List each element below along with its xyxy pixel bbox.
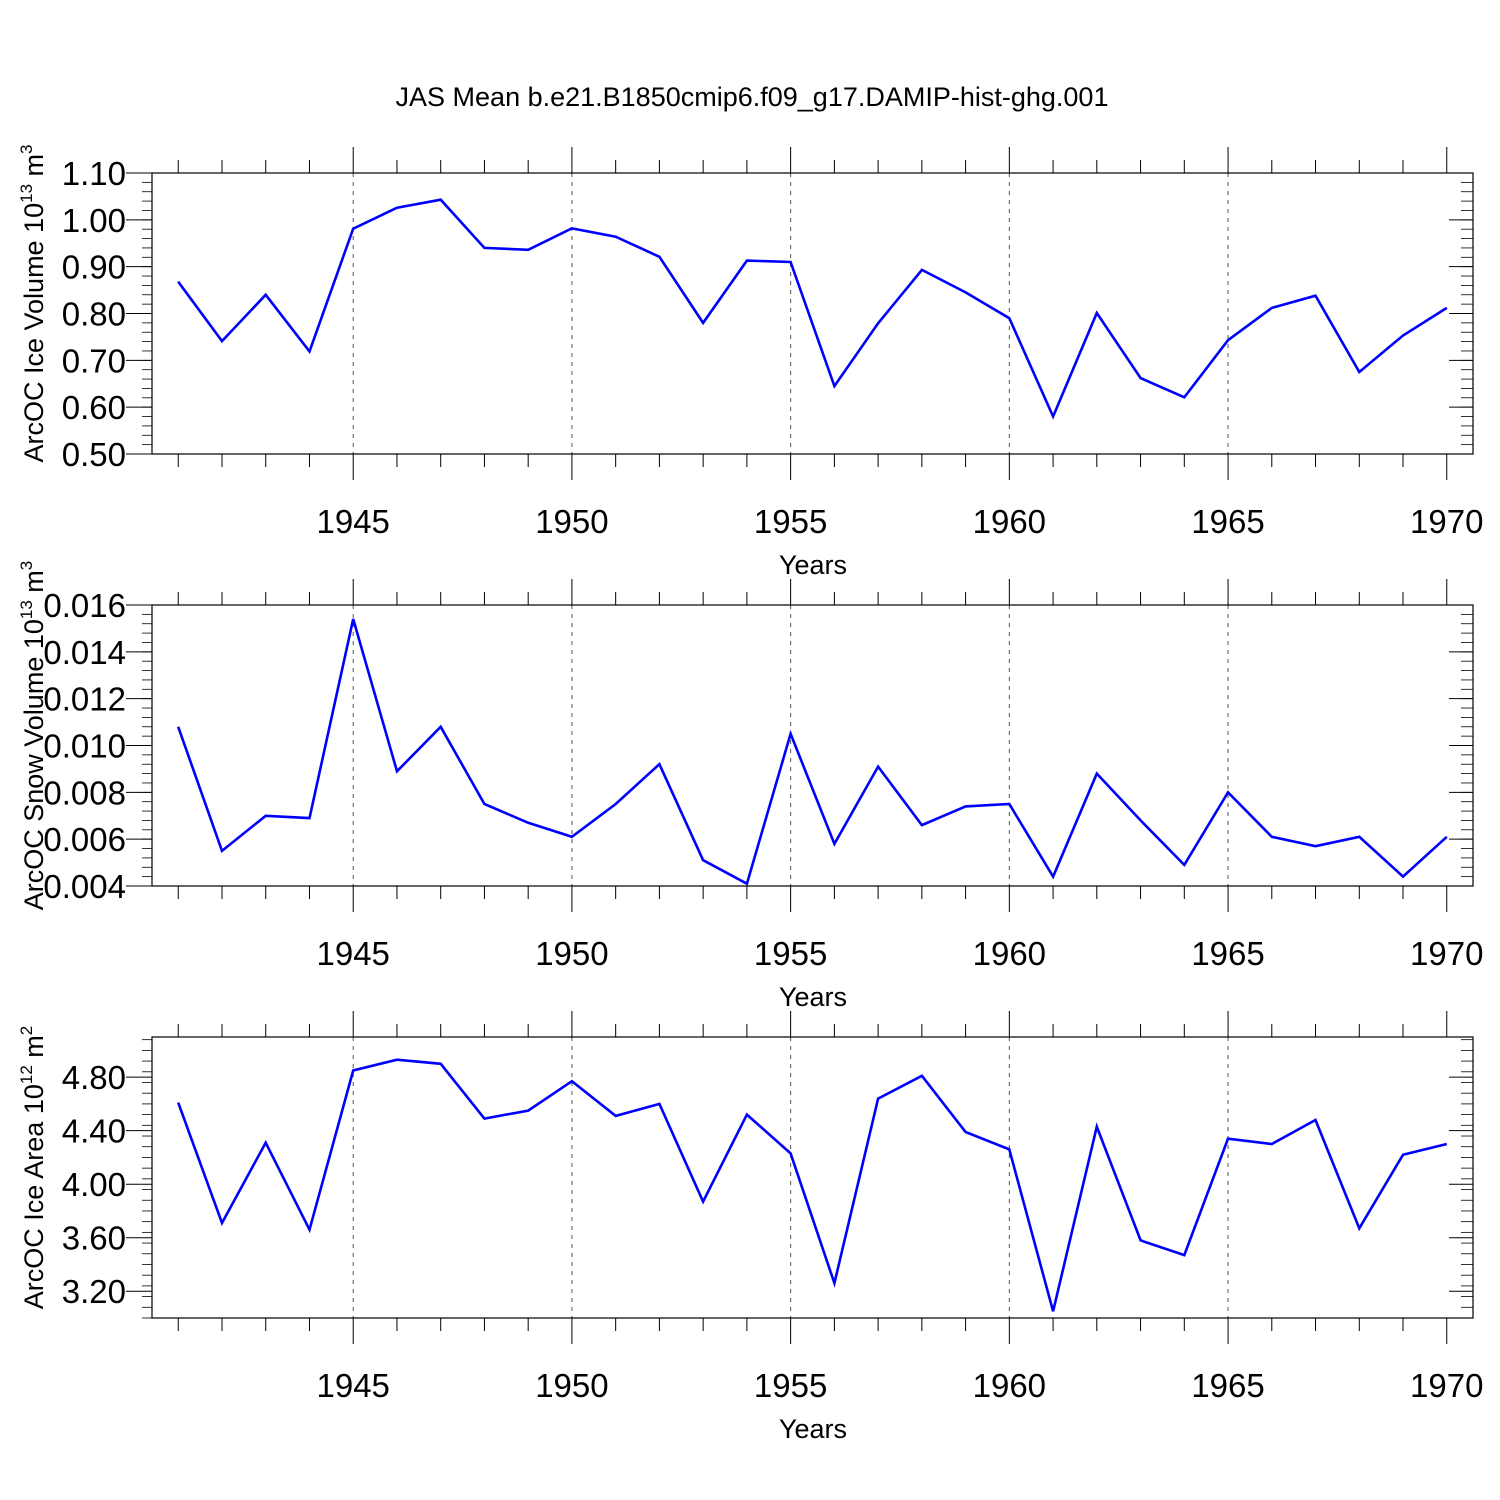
snow-volume-y-tick-label: 0.008: [43, 774, 126, 811]
snow-volume-y-tick-label: 0.016: [43, 587, 126, 624]
ice-area-x-tick-label: 1950: [535, 1367, 608, 1404]
ice-area-x-axis-label: Years: [779, 1414, 847, 1444]
ice-volume-panel: 0.50 0.60 0.70 0.80 0.90 1.00 1.10 1945 1950 1955…: [17, 144, 1483, 580]
ice-volume-x-tick-label: 1945: [317, 503, 390, 540]
ice-area-x-tick-label: 1955: [754, 1367, 827, 1404]
snow-volume-x-tick-label: 1955: [754, 935, 827, 972]
ice-volume-y-axis-label: ArcOC Ice Volume 1013 m3: [17, 144, 49, 462]
ice-volume-x-tick-label: 1955: [754, 503, 827, 540]
ice-area-y-axis-label: ArcOC Ice Area 1012 m2: [17, 1026, 49, 1310]
ice-area-y-tick-label: 3.60: [62, 1220, 126, 1257]
ice-volume-y-tick-label: 0.90: [62, 249, 126, 286]
ice-volume-y-tick-label: 1.10: [62, 155, 126, 192]
ice-area-y-tick-label: 4.00: [62, 1166, 126, 1203]
ice-volume-y-tick-label: 1.00: [62, 202, 126, 239]
ice-area-y-tick-label: 3.20: [62, 1273, 126, 1310]
snow-volume-x-tick-label: 1950: [535, 935, 608, 972]
panels: 0.50 0.60 0.70 0.80 0.90 1.00 1.10 1945 1950 1955…: [17, 144, 1483, 1444]
ice-volume-y-tick-label: 0.60: [62, 389, 126, 426]
snow-volume-y-axis-label: ArcOC Snow Volume 1013 m3: [17, 561, 49, 911]
ice-volume-y-tick-label: 0.70: [62, 342, 126, 379]
ice-volume-y-tick-label: 0.80: [62, 296, 126, 333]
figure-title: JAS Mean b.e21.B1850cmip6.f09_g17.DAMIP-…: [396, 82, 1109, 112]
snow-volume-y-tick-label: 0.010: [43, 728, 126, 765]
ice-volume-x-tick-label: 1970: [1410, 503, 1483, 540]
ice-area-panel: 3.20 3.60 4.00 4.40 4.80 1945 1950 1955 1960 1965…: [17, 1011, 1483, 1444]
snow-volume-y-tick-label: 0.004: [43, 868, 126, 905]
ice-volume-x-tick-label: 1965: [1191, 503, 1264, 540]
ice-volume-series-line: [177, 198, 1448, 420]
ice-area-series-line: [176, 1058, 1448, 1312]
ice-area-x-tick-label: 1960: [973, 1367, 1046, 1404]
snow-volume-x-tick-label: 1965: [1191, 935, 1264, 972]
ice-area-x-tick-label: 1965: [1191, 1367, 1264, 1404]
ice-volume-x-tick-label: 1950: [535, 503, 608, 540]
snow-volume-x-tick-label: 1960: [973, 935, 1046, 972]
snow-volume-plot-frame: [151, 604, 1474, 887]
ice-area-x-tick-label: 1945: [317, 1367, 390, 1404]
snow-volume-series-line: [176, 618, 1448, 886]
snow-volume-panel: 0.004 0.006 0.008 0.010 0.012 0.014 0.016 1945 1…: [17, 561, 1483, 1012]
ice-volume-x-tick-label: 1960: [973, 503, 1046, 540]
snow-volume-x-axis-label: Years: [779, 982, 847, 1012]
snow-volume-y-tick-label: 0.006: [43, 821, 126, 858]
snow-volume-x-tick-label: 1970: [1410, 935, 1483, 972]
ice-area-y-tick-label: 4.40: [62, 1113, 126, 1150]
snow-volume-y-tick-label: 0.014: [43, 634, 126, 671]
snow-volume-x-tick-label: 1945: [317, 935, 390, 972]
ice-area-y-tick-label: 4.80: [62, 1059, 126, 1096]
ice-area-plot-frame: [151, 1036, 1474, 1319]
snow-volume-y-tick-label: 0.012: [43, 681, 126, 718]
ice-volume-y-tick-label: 0.50: [62, 436, 126, 473]
ice-area-x-tick-label: 1970: [1410, 1367, 1483, 1404]
ice-volume-plot-frame: [151, 172, 1474, 455]
ice-volume-x-axis-label: Years: [779, 550, 847, 580]
